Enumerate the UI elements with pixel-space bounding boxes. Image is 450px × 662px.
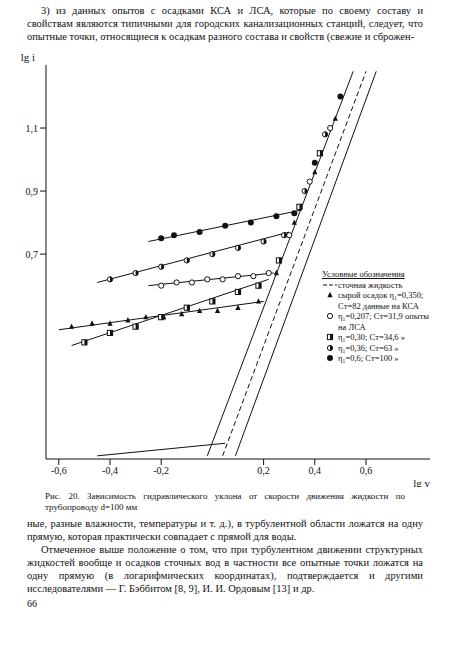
html-text:3) из данных опытов с осадками: 3) из данных опытов с осадками КСА и ЛСА… bbox=[27, 5, 423, 42]
html-text:η₁=0,207; Cт=31,9 опыты на ЛСА: η₁=0,207; Cт=31,9 опыты на ЛСА bbox=[338, 311, 429, 332]
svg-text:lg i: lg i bbox=[21, 51, 35, 63]
html-text:66: 66 bbox=[27, 598, 37, 609]
svg-text:lg v: lg v bbox=[413, 477, 430, 487]
html-text:Рис. 20. Зависимость гидравлич: Рис. 20. Зависимость гидравлического укл… bbox=[45, 491, 405, 512]
html-text:η₁=0,6; Cт=100 »: η₁=0,6; Cт=100 » bbox=[338, 353, 399, 363]
html-text:сточная жидкость: сточная жидкость bbox=[338, 279, 403, 290]
svg-text:0,2: 0,2 bbox=[257, 465, 270, 476]
html-text:сырой осадок η₁=0,350; Cт=82 д: сырой осадок η₁=0,350; Cт=82 данные на К… bbox=[338, 290, 424, 311]
html-text:Условные обозначения: Условные обозначения bbox=[322, 269, 405, 279]
svg-text:0,6: 0,6 bbox=[360, 465, 373, 476]
svg-text:-0,6: -0,6 bbox=[51, 465, 67, 476]
html-text:ные, разные влажности, темпера: ные, разные влажности, температуры и т. … bbox=[27, 518, 423, 542]
svg-text:0,7: 0,7 bbox=[26, 249, 39, 260]
html-text:η₁=0,30; Cт=34,6 »: η₁=0,30; Cт=34,6 » bbox=[338, 332, 405, 342]
svg-text:0,4: 0,4 bbox=[309, 465, 322, 476]
html-text:Отмеченное выше положение о то: Отмеченное выше положение о том, что при… bbox=[27, 544, 423, 594]
svg-text:1,1: 1,1 bbox=[26, 123, 39, 134]
svg-text:0,9: 0,9 bbox=[26, 186, 39, 197]
html-text:η₁=0,36; Cт=63 »: η₁=0,36; Cт=63 » bbox=[338, 342, 399, 353]
svg-text:-0,2: -0,2 bbox=[153, 465, 169, 476]
svg-text:-0,4: -0,4 bbox=[102, 465, 118, 476]
